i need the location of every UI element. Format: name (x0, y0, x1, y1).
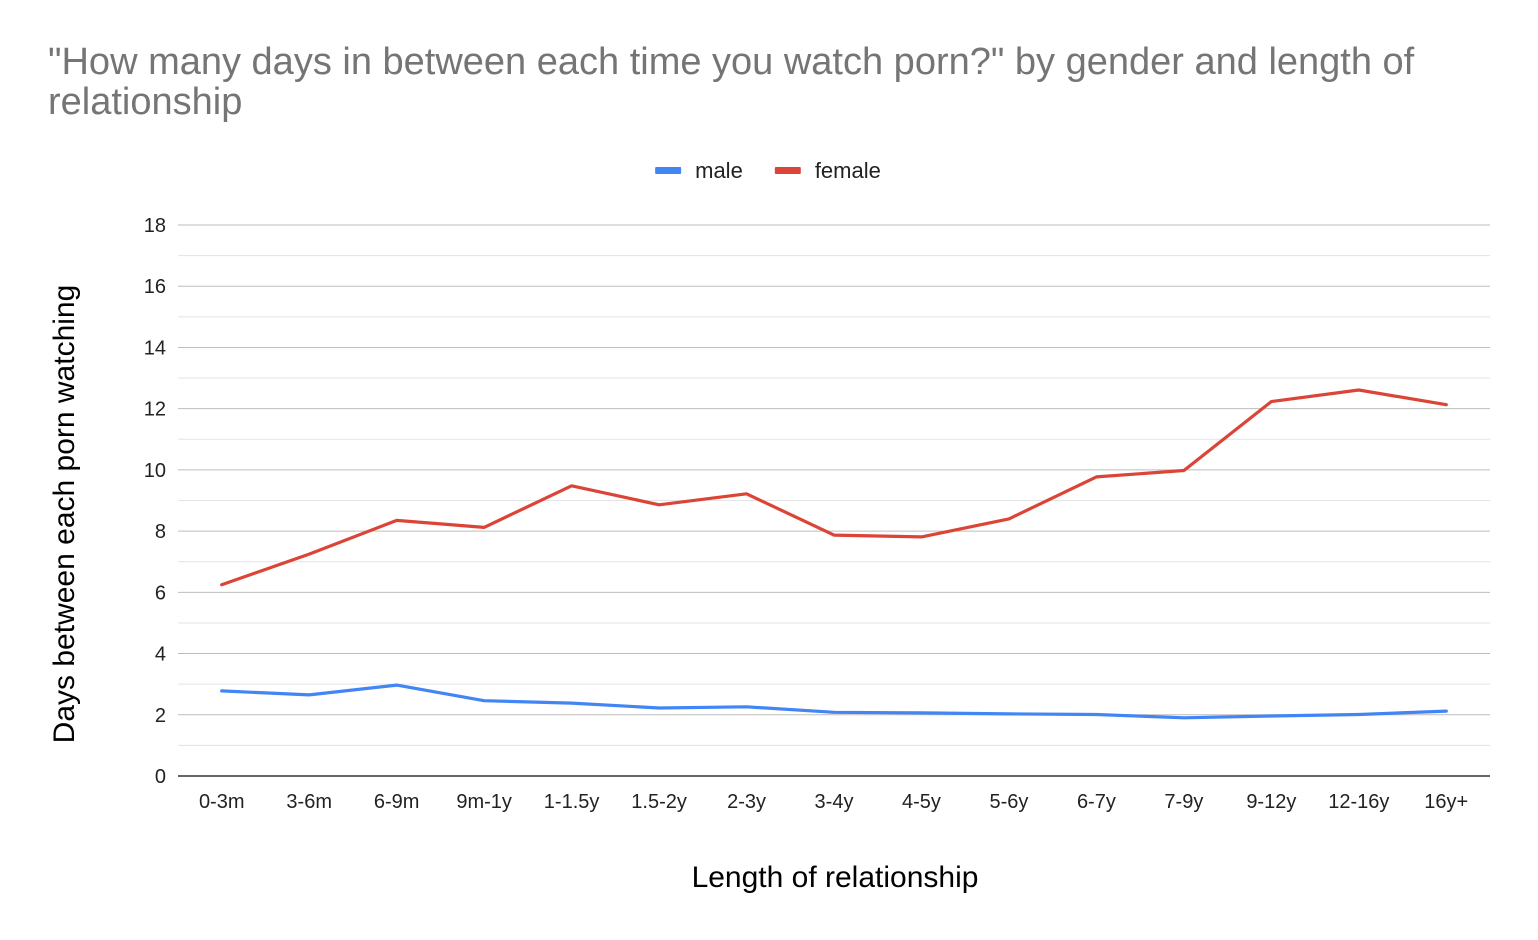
x-tick-label: 6-9m (374, 791, 420, 813)
x-tick-label: 1.5-2y (631, 791, 687, 813)
x-tick-label: 3-4y (815, 791, 854, 813)
x-axis-title: Length of relationship (692, 861, 979, 894)
y-tick-label: 6 (155, 582, 166, 604)
x-tick-label: 4-5y (902, 791, 941, 813)
x-tick-label: 1-1.5y (544, 791, 600, 813)
x-tick-label: 3-6m (286, 791, 332, 813)
x-tick-label: 6-7y (1077, 791, 1116, 813)
x-tick-label: 9m-1y (456, 791, 512, 813)
y-tick-label: 18 (144, 215, 166, 237)
y-tick-label: 2 (155, 705, 166, 727)
y-tick-label: 12 (144, 399, 166, 421)
x-tick-label: 2-3y (727, 791, 766, 813)
x-tick-label: 9-12y (1246, 791, 1296, 813)
legend-swatch-male (655, 167, 682, 174)
gridlines (178, 224, 1490, 746)
legend: male female (655, 158, 881, 183)
y-tick-label: 4 (155, 644, 166, 666)
y-tick-label: 14 (144, 337, 166, 359)
y-tick-label: 10 (144, 460, 166, 482)
x-tick-label: 16y+ (1424, 791, 1468, 813)
legend-swatch-female (774, 167, 801, 174)
y-tick-label: 16 (144, 276, 166, 298)
chart-title: "How many days in between each time you … (48, 41, 1415, 123)
legend-label-male: male (695, 158, 743, 183)
x-tick-label: 12-16y (1328, 791, 1389, 813)
series-line-male (220, 683, 1448, 720)
series-lines (220, 388, 1448, 720)
legend-label-female: female (815, 158, 881, 183)
y-axis-title: Days between each porn watching (48, 285, 81, 744)
y-tick-label: 8 (155, 521, 166, 543)
series-line-female (220, 388, 1448, 587)
x-axis-ticks: 0-3m 3-6m 6-9m 9m-1y 1-1.5y 1.5-2y 2-3y 3-4y 4-5… (199, 791, 1468, 813)
y-tick-label: 0 (155, 766, 166, 788)
x-tick-label: 0-3m (199, 791, 245, 813)
x-tick-label: 7-9y (1164, 791, 1203, 813)
x-tick-label: 5-6y (989, 791, 1028, 813)
y-axis-ticks: 0 2 4 6 8 10 12 14 16 18 (144, 215, 166, 788)
